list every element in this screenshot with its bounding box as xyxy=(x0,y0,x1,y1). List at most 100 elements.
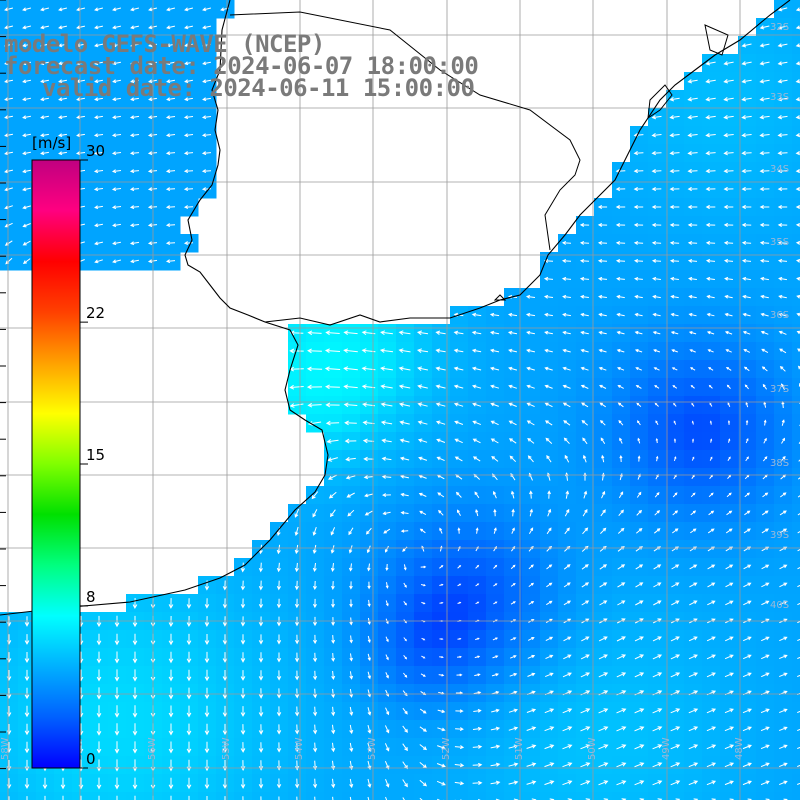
wind-arrow xyxy=(653,564,662,570)
wind-arrow xyxy=(563,420,571,426)
field-cell xyxy=(342,792,361,800)
wind-arrow xyxy=(652,780,663,786)
wind-arrow xyxy=(526,780,537,785)
wind-arrow xyxy=(781,419,785,426)
field-cell xyxy=(540,792,559,800)
wind-arrow xyxy=(508,726,519,731)
wind-arrow xyxy=(507,312,518,317)
wind-arrow xyxy=(22,115,31,120)
wind-arrow xyxy=(168,669,174,682)
wind-arrow xyxy=(655,420,659,426)
wind-arrow xyxy=(580,366,589,371)
wind-arrow xyxy=(599,600,608,606)
latitude-label: 34S xyxy=(770,164,789,175)
wind-arrow xyxy=(508,438,517,444)
wind-arrow xyxy=(669,186,680,192)
wind-arrow xyxy=(651,186,662,192)
field-cell xyxy=(0,792,19,800)
field-cell xyxy=(792,666,800,685)
wind-arrow xyxy=(761,510,769,516)
wind-arrow xyxy=(111,187,122,192)
wind-arrow xyxy=(289,330,304,336)
wind-arrow xyxy=(760,654,770,660)
wind-arrow xyxy=(705,240,716,245)
wind-arrow xyxy=(436,438,446,443)
wind-arrow xyxy=(655,437,659,444)
wind-arrow xyxy=(330,563,335,572)
wind-arrow xyxy=(186,651,192,664)
wind-arrow xyxy=(276,688,282,699)
wind-arrow xyxy=(562,672,572,678)
wind-arrow xyxy=(168,723,174,736)
wind-arrow xyxy=(777,222,788,228)
wind-arrow xyxy=(707,367,714,371)
wind-arrow xyxy=(314,796,316,800)
wind-arrow xyxy=(294,688,300,699)
wind-arrow xyxy=(204,723,210,736)
wind-arrow xyxy=(709,420,712,425)
wind-arrow xyxy=(492,655,499,659)
wind-arrow xyxy=(421,601,426,605)
wind-arrow xyxy=(797,530,800,534)
wind-arrow xyxy=(40,61,50,66)
wind-arrow xyxy=(633,240,644,245)
wind-arrow xyxy=(132,705,138,718)
wind-arrow xyxy=(616,348,625,353)
wind-arrow xyxy=(419,744,428,751)
wind-arrow xyxy=(635,367,642,371)
wind-arrow xyxy=(343,348,358,354)
wind-arrow xyxy=(670,636,680,642)
wind-arrow xyxy=(419,510,427,516)
wind-arrow xyxy=(601,490,606,499)
wind-arrow xyxy=(706,762,717,768)
wind-arrow xyxy=(381,438,392,443)
wind-arrow xyxy=(435,384,446,389)
wind-arrow xyxy=(240,580,246,591)
latitude-label: 32S xyxy=(770,22,789,33)
wind-arrow xyxy=(343,330,358,336)
wind-arrow xyxy=(544,708,555,714)
wind-arrow xyxy=(673,456,677,462)
wind-arrow xyxy=(780,492,787,498)
wind-arrow xyxy=(634,708,645,714)
wind-arrow xyxy=(599,420,606,426)
wind-arrow xyxy=(40,25,50,30)
field-cell xyxy=(792,594,800,613)
colorbar: [m/s] 30 22 15 8 0 xyxy=(31,134,105,769)
wind-arrow xyxy=(745,419,749,426)
wind-arrow xyxy=(24,687,30,700)
wind-arrow xyxy=(94,97,103,102)
wind-arrow xyxy=(258,580,264,591)
wind-arrow xyxy=(670,331,679,335)
wind-arrow xyxy=(670,654,681,660)
wind-arrow xyxy=(705,222,716,228)
wind-arrow xyxy=(760,780,770,786)
wind-arrow xyxy=(781,383,785,391)
field-cell xyxy=(792,108,800,127)
wind-arrow xyxy=(669,97,680,102)
wind-arrow xyxy=(367,742,372,753)
wind-arrow xyxy=(384,743,390,752)
wind-arrow xyxy=(724,780,734,786)
wind-arrow xyxy=(508,762,519,767)
wind-arrow xyxy=(544,366,553,371)
wind-arrow xyxy=(24,741,30,754)
wind-arrow xyxy=(634,780,645,786)
wind-arrow xyxy=(689,349,696,353)
wind-arrow xyxy=(168,651,174,664)
wind-arrow xyxy=(669,168,680,174)
wind-arrow xyxy=(544,384,553,389)
field-cell xyxy=(360,792,379,800)
wind-arrow xyxy=(687,132,698,138)
wind-arrow xyxy=(598,780,609,786)
wind-arrow xyxy=(511,508,515,517)
wind-arrow xyxy=(742,726,752,732)
wind-arrow xyxy=(579,240,590,245)
wind-arrow xyxy=(170,795,172,800)
field-cell xyxy=(792,216,800,235)
wind-arrow xyxy=(312,724,318,735)
field-cell xyxy=(792,630,800,649)
wind-arrow xyxy=(453,402,464,407)
wind-arrow xyxy=(240,634,246,645)
wind-arrow xyxy=(797,513,800,516)
